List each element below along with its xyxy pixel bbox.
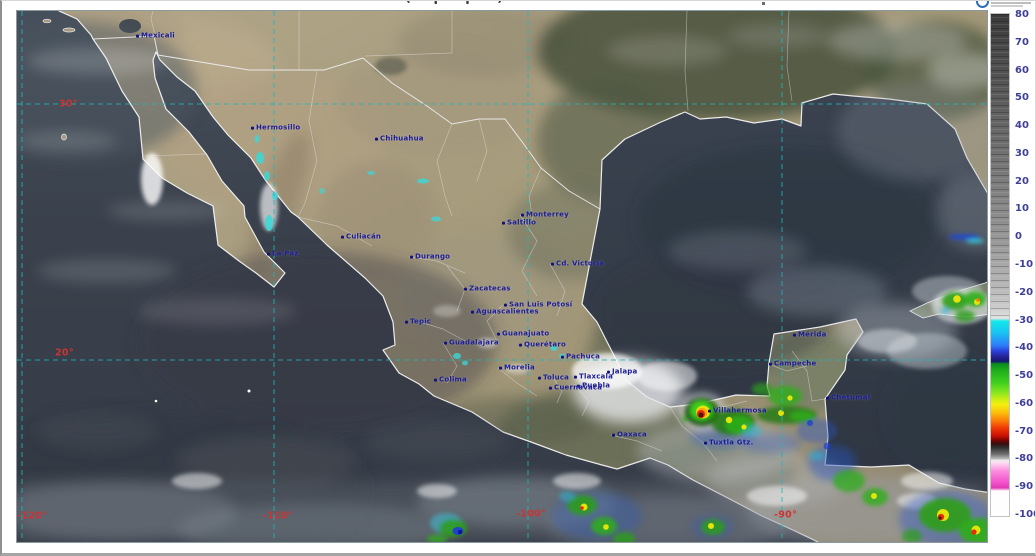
city-label: Villahermosa bbox=[708, 407, 767, 415]
us-mexico-border bbox=[92, 35, 601, 210]
city-label: Hermosillo bbox=[251, 124, 300, 132]
colorbar-tick-label: 60 bbox=[1015, 64, 1029, 76]
city-label: Durango bbox=[410, 253, 450, 261]
city-label: Mexicali bbox=[136, 32, 175, 40]
grid-coordinate-label: -90° bbox=[774, 509, 798, 521]
city-label: San Luis Potosí bbox=[504, 301, 572, 309]
cropped-title-fragment: ( p p ) bbox=[405, 1, 555, 7]
colorbar-tick-label: -80 bbox=[1015, 453, 1034, 465]
agency-logo-cropped bbox=[975, 1, 1035, 8]
city-label: Tlaxcala bbox=[574, 373, 613, 381]
city-label: Aguascalientes bbox=[471, 308, 539, 316]
colorbar-tick-label: 10 bbox=[1015, 203, 1029, 215]
colorbar-tick-label: 80 bbox=[1015, 9, 1029, 20]
city-label: Cuernavaca bbox=[549, 384, 602, 392]
logo-ring-icon bbox=[976, 1, 989, 8]
city-label: Jalapa bbox=[607, 368, 637, 376]
colorbar-tick-label: 20 bbox=[1015, 175, 1029, 187]
city-label: Toluca bbox=[538, 374, 569, 382]
city-label: Mérida bbox=[793, 331, 827, 339]
colorbar-tick-label: 30 bbox=[1015, 147, 1029, 159]
logo-text-smudge bbox=[991, 5, 1023, 7]
city-label: Guanajuato bbox=[497, 330, 549, 338]
city-label: Colima bbox=[434, 376, 467, 384]
terrain-smudge bbox=[375, 57, 407, 75]
colorbar-gradient bbox=[990, 13, 1010, 517]
grid-coordinate-label: -120° bbox=[17, 510, 48, 522]
colorbar-tick-label: 40 bbox=[1015, 120, 1029, 132]
satellite-map-art bbox=[17, 11, 987, 542]
colorbar-tick-label: -50 bbox=[1015, 370, 1034, 382]
city-label: Pachuca bbox=[561, 353, 600, 361]
logo-text-smudge bbox=[991, 2, 1031, 4]
satellite-map-image: Mexicali Hermosillo Chihuahua Monterrey Salt… bbox=[16, 10, 988, 543]
cyan-cloud-specks bbox=[254, 135, 565, 366]
colorbar-tick-label: -10 bbox=[1015, 259, 1034, 270]
colorbar-tick-label: 50 bbox=[1015, 92, 1029, 104]
national-seal-cropped: UNIDOS MEX bbox=[214, 544, 364, 553]
city-label: Saltillo bbox=[502, 219, 536, 227]
city-label: Tuxtla Gtz. bbox=[704, 439, 753, 447]
city-label: Cd. Victoria bbox=[551, 260, 604, 268]
colorbar-tick-label: -70 bbox=[1015, 425, 1034, 437]
grid-coordinate-label: -100° bbox=[516, 508, 547, 520]
cropped-title-text: ( p p ) bbox=[405, 1, 512, 5]
cropped-text-fragment bbox=[762, 2, 765, 5]
city-label: La Paz bbox=[267, 250, 299, 258]
colorbar-tick-label: -20 bbox=[1015, 286, 1034, 298]
latlon-gridlines bbox=[17, 11, 987, 542]
colorbar-tick-label: -90 bbox=[1015, 481, 1034, 493]
city-label: Chetumal bbox=[826, 394, 870, 402]
city-label: Oaxaca bbox=[612, 431, 647, 439]
grid-coordinate-label: 20° bbox=[55, 347, 74, 359]
colorbar-tick-label: -60 bbox=[1015, 397, 1034, 409]
city-label: Culiacán bbox=[341, 233, 381, 241]
city-label: Monterrey bbox=[521, 211, 569, 219]
colorbar-tick-label: -40 bbox=[1015, 342, 1034, 354]
grid-coordinate-label: -110° bbox=[263, 510, 294, 522]
colorbar-tick-label: -30 bbox=[1015, 314, 1034, 326]
city-label: Chihuahua bbox=[375, 135, 424, 143]
temperature-colorbar: 80 70 60 50 40 30 20 10 0 -10 -20 -30 -40 -50 -60 -70 -8… bbox=[990, 9, 1035, 533]
colorbar-tick-label: 70 bbox=[1015, 36, 1029, 48]
colorbar-tick-label: -100 bbox=[1015, 509, 1035, 520]
grid-coordinate-label: 30° bbox=[59, 98, 78, 110]
storm-cells bbox=[427, 234, 987, 542]
city-label: Guadalajara bbox=[444, 339, 499, 347]
city-label: Morelia bbox=[499, 364, 535, 372]
colorbar-tick-label: 0 bbox=[1015, 231, 1022, 243]
city-label: Querétaro bbox=[519, 341, 566, 349]
city-label: Tepic bbox=[405, 318, 431, 326]
city-label: Zacatecas bbox=[464, 285, 511, 293]
city-label: Campeche bbox=[769, 360, 816, 368]
